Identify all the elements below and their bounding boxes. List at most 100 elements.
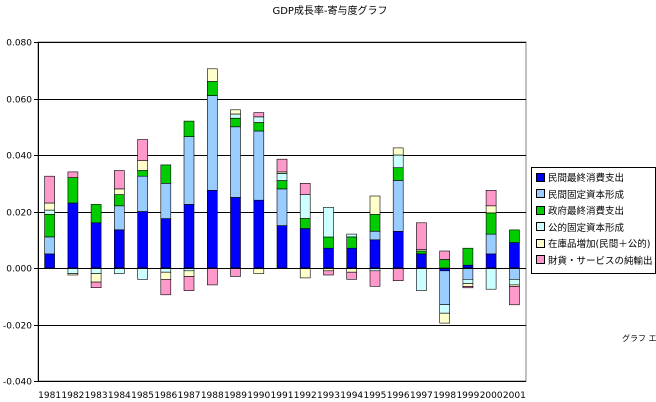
bar-segment xyxy=(253,116,265,123)
x-tick-label: 1993 xyxy=(317,391,340,401)
bar-segment xyxy=(160,183,172,219)
bar-segment xyxy=(509,278,520,286)
bar-segment xyxy=(485,233,497,255)
bar-segment xyxy=(485,253,497,269)
legend-swatch xyxy=(536,172,545,182)
y-tick-label: -0.040 xyxy=(3,378,32,388)
bar-segment xyxy=(253,122,265,132)
bar-segment xyxy=(44,209,55,215)
bar-segment xyxy=(114,205,125,231)
bar-segment xyxy=(416,250,427,255)
legend-label: 政府最終消費支出 xyxy=(548,206,625,218)
bar-segment xyxy=(67,171,79,178)
bar-segment xyxy=(509,286,520,306)
bar-segment xyxy=(67,177,79,204)
bar-segment xyxy=(160,164,172,184)
bar-segment xyxy=(462,267,474,280)
bar-segment xyxy=(230,113,241,119)
x-tick-label: 1991 xyxy=(271,391,294,401)
x-tick-label: 1998 xyxy=(433,391,456,401)
bar-segment xyxy=(90,222,102,269)
bar-segment xyxy=(485,190,497,207)
y-tick-label: 0.060 xyxy=(6,96,32,106)
x-tick-label: 2001 xyxy=(503,391,526,401)
bar-segment xyxy=(137,211,148,269)
y-tick-label: 0.080 xyxy=(6,39,32,49)
bar-segment xyxy=(67,273,79,276)
bar-segment xyxy=(114,194,125,207)
bar-segment xyxy=(392,180,404,232)
bar-segment xyxy=(207,267,218,286)
bar-segment xyxy=(392,231,404,269)
bar-segment xyxy=(44,202,55,211)
legend-label: 民間最終消費支出 xyxy=(548,173,625,185)
bar-segment xyxy=(114,188,125,195)
bar-segment xyxy=(276,173,288,181)
bar-segment xyxy=(44,175,55,204)
legend-item: 政府最終消費支出 xyxy=(532,203,655,218)
bar-segment xyxy=(44,214,55,238)
bar-segment xyxy=(183,136,195,205)
x-tick-label: 1981 xyxy=(38,391,61,401)
x-tick-label: 1986 xyxy=(154,391,177,401)
y-tick-label: 0.020 xyxy=(6,209,32,219)
bar-segment xyxy=(160,278,172,296)
bar-segment xyxy=(369,195,381,215)
bar-segment xyxy=(299,194,311,219)
bar-segment xyxy=(369,239,381,269)
bar-segment xyxy=(485,212,497,235)
bar-segment xyxy=(346,233,358,238)
bar-segment xyxy=(299,218,311,229)
x-tick-label: 1989 xyxy=(224,391,247,401)
bar-segment xyxy=(462,278,474,284)
bar-segment xyxy=(369,231,381,241)
bar-segment xyxy=(114,170,125,190)
bar-segment xyxy=(160,218,172,269)
chart-title: GDP成長率-寄与度グラフ xyxy=(272,4,387,17)
bar-segment xyxy=(299,183,311,195)
bar-segment xyxy=(90,204,102,224)
x-tick-label: 1992 xyxy=(294,391,317,401)
x-tick-label: 1988 xyxy=(201,391,224,401)
bar-segment xyxy=(392,267,404,281)
bar-segment xyxy=(346,271,358,280)
bar-segment xyxy=(207,81,218,96)
bar-segment xyxy=(509,229,520,243)
bar-segment xyxy=(462,264,474,269)
bar-segment xyxy=(253,112,265,118)
bar-segment xyxy=(137,139,148,162)
bar-segment xyxy=(392,154,404,168)
bar-segment xyxy=(439,259,451,269)
bar-segment xyxy=(90,273,102,283)
x-tick-label: 1999 xyxy=(456,391,479,401)
y-tick-label: -0.020 xyxy=(3,322,32,332)
bar-segment xyxy=(439,250,451,260)
x-tick-label: 1994 xyxy=(340,391,363,401)
bar-segment xyxy=(323,236,334,249)
bar-segment xyxy=(299,267,311,279)
bar-segment xyxy=(323,247,334,269)
bar-segment xyxy=(439,304,451,314)
bar-segment xyxy=(276,158,288,173)
legend-label: 公的固定資本形成 xyxy=(548,222,625,234)
bar-segment xyxy=(276,188,288,226)
y-tick-label: 0.000 xyxy=(6,265,32,275)
legend-label: 民間固定資本形成 xyxy=(548,189,625,201)
bar-segment xyxy=(183,204,195,269)
legend-swatch xyxy=(536,205,545,215)
legend-swatch xyxy=(536,255,545,265)
legend-item: 公的固定資本形成 xyxy=(532,220,655,235)
legend-item: 民間最終消費支出 xyxy=(532,170,655,185)
legend-item: 在庫品増加(民間＋公的) xyxy=(532,236,655,251)
bar-segment xyxy=(346,247,358,269)
bar-segment xyxy=(230,267,241,277)
x-tick-label: 1984 xyxy=(108,391,131,401)
bar-segment xyxy=(392,167,404,181)
x-tick-label: 1990 xyxy=(247,391,270,401)
legend-item: 民間固定資本形成 xyxy=(532,187,655,202)
bar-segment xyxy=(462,247,474,266)
x-tick-label: 1982 xyxy=(61,391,84,401)
x-tick-label: 1987 xyxy=(178,391,201,401)
bar-segment xyxy=(253,199,265,269)
